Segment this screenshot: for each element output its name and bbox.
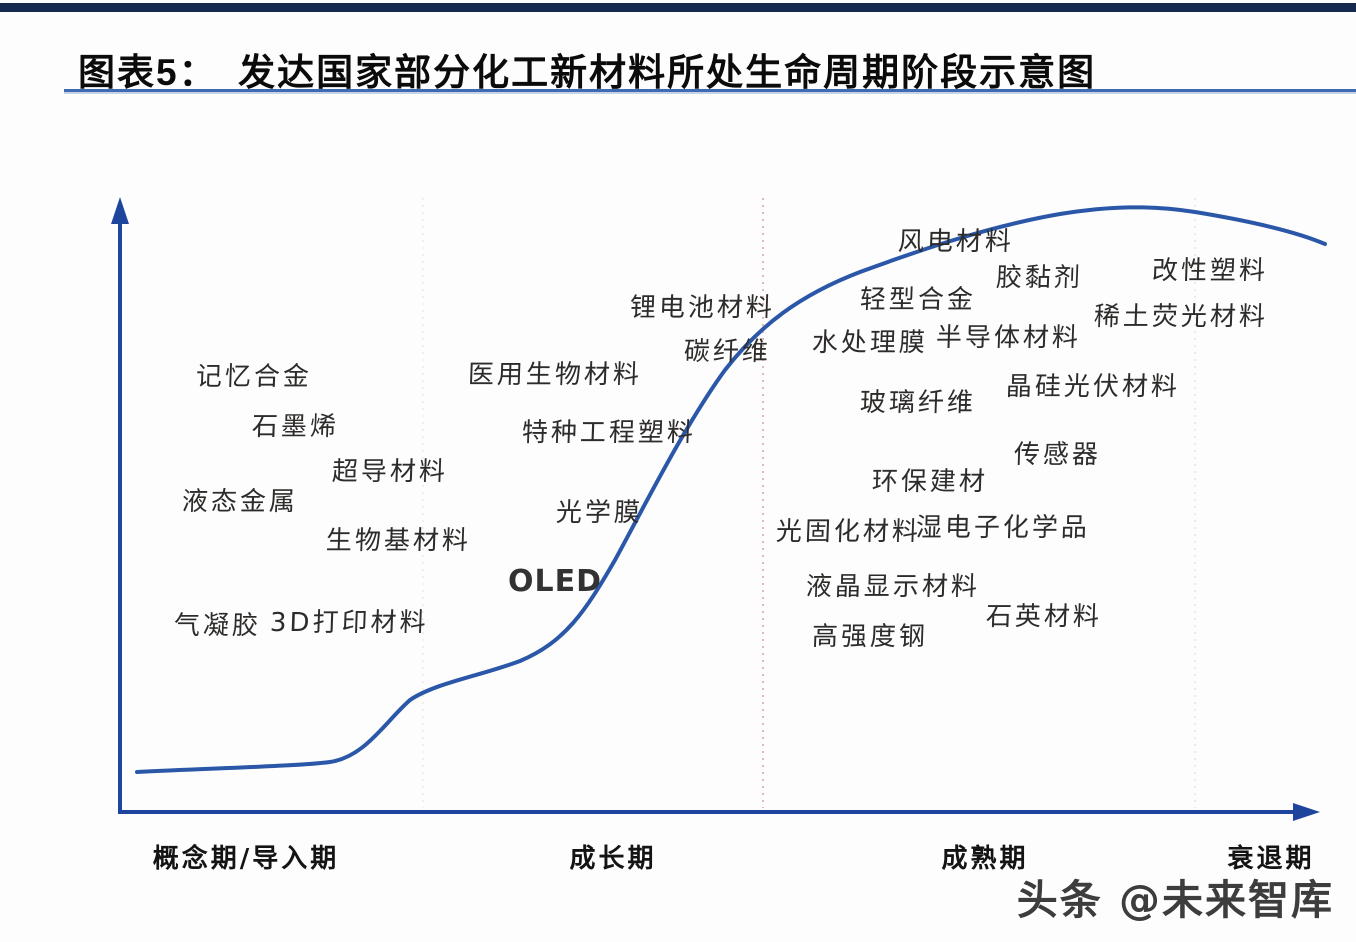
material-label: 气凝胶 xyxy=(173,611,262,641)
material-label: 环保建材 xyxy=(871,467,989,497)
material-label: 碳纤维 xyxy=(683,337,772,367)
material-label: 玻璃纤维 xyxy=(859,388,977,418)
x-axis-stage-label: 衰退期 xyxy=(1227,844,1315,874)
material-label: 半导体材料 xyxy=(935,323,1082,353)
material-label: 3D打印材料 xyxy=(269,608,430,638)
material-label: 液态金属 xyxy=(181,487,299,517)
chart-area: 记忆合金石墨烯超导材料液态金属 生物基材料气凝胶 3D打印材料概念期/导入期 锂电池材… xyxy=(0,110,1356,942)
material-label: 光学膜 xyxy=(555,498,644,528)
material-label: 改性塑料 xyxy=(1151,256,1269,286)
x-axis-stage-label: 概念期/导入期 xyxy=(152,844,340,874)
material-label: OLED xyxy=(508,564,603,599)
material-label: 稀土荧光材料 xyxy=(1093,302,1269,332)
material-label: 胶黏剂 xyxy=(995,263,1084,293)
lifecycle-chart-canvas xyxy=(111,197,1327,821)
material-label: 记忆合金 xyxy=(195,362,313,392)
material-label: 液晶显示材料 xyxy=(805,572,981,602)
material-label: 高强度钢 xyxy=(811,622,929,652)
material-label: 传感器 xyxy=(1013,440,1102,470)
material-label: 超导材料 xyxy=(331,457,449,487)
x-axis-arrow-icon xyxy=(1293,803,1320,821)
watermark: 头条 @未来智库 xyxy=(1016,876,1334,924)
material-label: 石墨烯 xyxy=(251,412,340,442)
material-label: 特种工程塑料 xyxy=(521,418,697,448)
material-label: 光固化材料 xyxy=(775,517,922,547)
material-label: 锂电池材料 xyxy=(629,293,776,323)
lifecycle-curve xyxy=(135,205,1327,774)
title-underline xyxy=(64,89,1356,92)
top-accent-bar xyxy=(0,3,1356,12)
material-label: 生物基材料 xyxy=(325,526,472,556)
material-label: 医用生物材料 xyxy=(467,360,643,390)
material-label: 水处理膜 xyxy=(811,328,929,358)
material-label: 晶硅光伏材料 xyxy=(1005,372,1181,402)
material-label: 湿电子化学品 xyxy=(915,513,1091,543)
material-label: 风电材料 xyxy=(897,227,1015,257)
x-axis-stage-label: 成熟期 xyxy=(941,844,1029,874)
material-label: 石英材料 xyxy=(985,602,1103,632)
figure-title: 图表5： 发达国家部分化工新材料所处生命周期阶段示意图 xyxy=(78,52,1097,93)
material-label: 轻型合金 xyxy=(859,285,977,315)
x-axis-stage-label: 成长期 xyxy=(569,844,657,874)
y-axis-arrow-icon xyxy=(111,197,129,224)
